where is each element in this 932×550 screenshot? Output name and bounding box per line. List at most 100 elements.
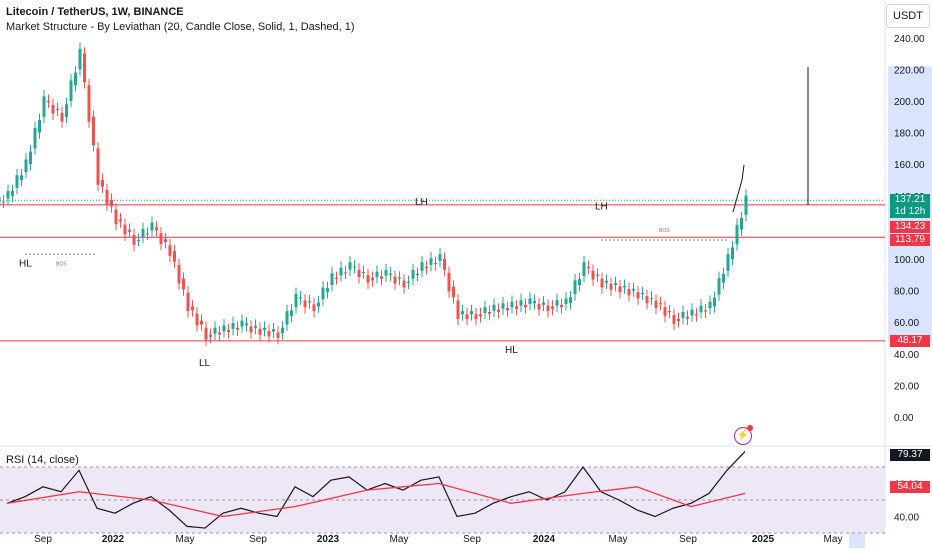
- candle-body: [56, 108, 59, 110]
- candle-body: [501, 303, 505, 309]
- candle-body: [659, 303, 662, 305]
- time-tick-label: May: [609, 534, 628, 545]
- candle-body: [20, 175, 23, 180]
- time-tick-label: May: [390, 534, 409, 545]
- candle-body: [245, 323, 248, 326]
- candle-body: [200, 320, 203, 325]
- time-tick-label: May: [824, 534, 843, 545]
- candle-body: [402, 280, 406, 288]
- candle-body: [735, 224, 739, 245]
- structure-label: LH: [595, 202, 608, 213]
- candle-body: [263, 327, 266, 331]
- candle-body: [60, 112, 64, 122]
- candle-body: [51, 104, 55, 114]
- candle-body: [416, 274, 419, 276]
- structure-label: LH: [415, 197, 428, 208]
- candle-body: [488, 311, 491, 314]
- time-tick-label: 2023: [317, 534, 340, 545]
- candle-body: [83, 53, 86, 83]
- candle-body: [123, 224, 127, 235]
- candle-body: [375, 271, 379, 278]
- indicator-title: Market Structure - By Leviathan (20, Can…: [6, 21, 355, 33]
- candle-body: [704, 310, 707, 312]
- level-tag-3: 48.17: [890, 335, 930, 347]
- candle-body: [600, 278, 604, 288]
- candle-body: [573, 280, 577, 295]
- candle-body: [456, 300, 460, 320]
- candle-body: [537, 304, 541, 310]
- candle-body: [555, 300, 559, 306]
- candle-body: [636, 292, 640, 299]
- bos-label: BOS: [56, 261, 67, 267]
- candle-body: [353, 266, 356, 268]
- lightning-icon[interactable]: ⚡: [734, 427, 752, 445]
- candle-body: [2, 201, 5, 203]
- candle-body: [596, 274, 599, 276]
- candle-body: [231, 322, 235, 329]
- candle-body: [542, 302, 545, 305]
- candle-body: [11, 191, 14, 196]
- candle-body: [452, 286, 455, 298]
- time-tick-label: Sep: [34, 534, 52, 545]
- candle-body: [47, 101, 50, 102]
- candle-body: [474, 314, 478, 320]
- candle-body: [546, 305, 550, 312]
- symbol-title: Litecoin / TetherUS, 1W, BINANCE: [6, 6, 184, 18]
- candle-body: [654, 300, 658, 308]
- candle-body: [173, 251, 176, 262]
- candle-body: [492, 304, 496, 311]
- candle-body: [533, 300, 536, 304]
- candle-body: [281, 327, 284, 334]
- candle-body: [614, 283, 617, 286]
- candle-body: [177, 264, 181, 284]
- level-tag-2: 113.79: [890, 234, 930, 246]
- candle-body: [708, 301, 712, 309]
- candle-body: [744, 195, 748, 215]
- candle-body: [105, 189, 109, 205]
- candle-body: [209, 334, 212, 337]
- candle-body: [24, 159, 28, 173]
- candle-body: [371, 277, 374, 281]
- candle-body: [429, 258, 433, 265]
- candle-body: [479, 314, 482, 317]
- candle-body: [384, 270, 388, 276]
- candle-body: [569, 297, 572, 304]
- candle-body: [713, 297, 716, 307]
- price-tick-label: 40.00: [894, 350, 919, 361]
- rsi-title: RSI (14, close): [6, 454, 79, 466]
- candle-body: [407, 281, 410, 283]
- candle-body: [591, 270, 595, 280]
- candle-body: [524, 304, 527, 308]
- candle-body: [110, 199, 113, 207]
- candle-body: [290, 310, 293, 316]
- candle-body: [578, 279, 581, 286]
- candle-body: [722, 274, 725, 283]
- candle-body: [690, 309, 694, 316]
- candle-body: [632, 289, 635, 291]
- candle-body: [168, 245, 172, 256]
- candle-body: [132, 234, 136, 245]
- candle-body: [294, 293, 298, 308]
- candle-body: [330, 273, 334, 286]
- candle-body: [461, 311, 464, 315]
- candle-body: [128, 229, 131, 232]
- candle-body: [443, 259, 446, 270]
- candle-body: [348, 262, 352, 270]
- candle-body: [411, 270, 415, 279]
- candle-body: [528, 298, 532, 305]
- candle-body: [312, 304, 316, 312]
- candle-body: [6, 191, 10, 199]
- candle-body: [236, 327, 239, 330]
- candle-body: [497, 309, 500, 312]
- candle-body: [420, 262, 424, 271]
- candle-body: [506, 307, 509, 311]
- candle-body: [668, 311, 671, 313]
- time-tick-label: May: [176, 534, 195, 545]
- candle-body: [686, 316, 689, 319]
- candle-body: [218, 332, 221, 335]
- candle-body: [150, 222, 154, 231]
- candle-body: [42, 96, 46, 117]
- currency-button[interactable]: USDT: [886, 4, 930, 28]
- candle-body: [258, 328, 262, 335]
